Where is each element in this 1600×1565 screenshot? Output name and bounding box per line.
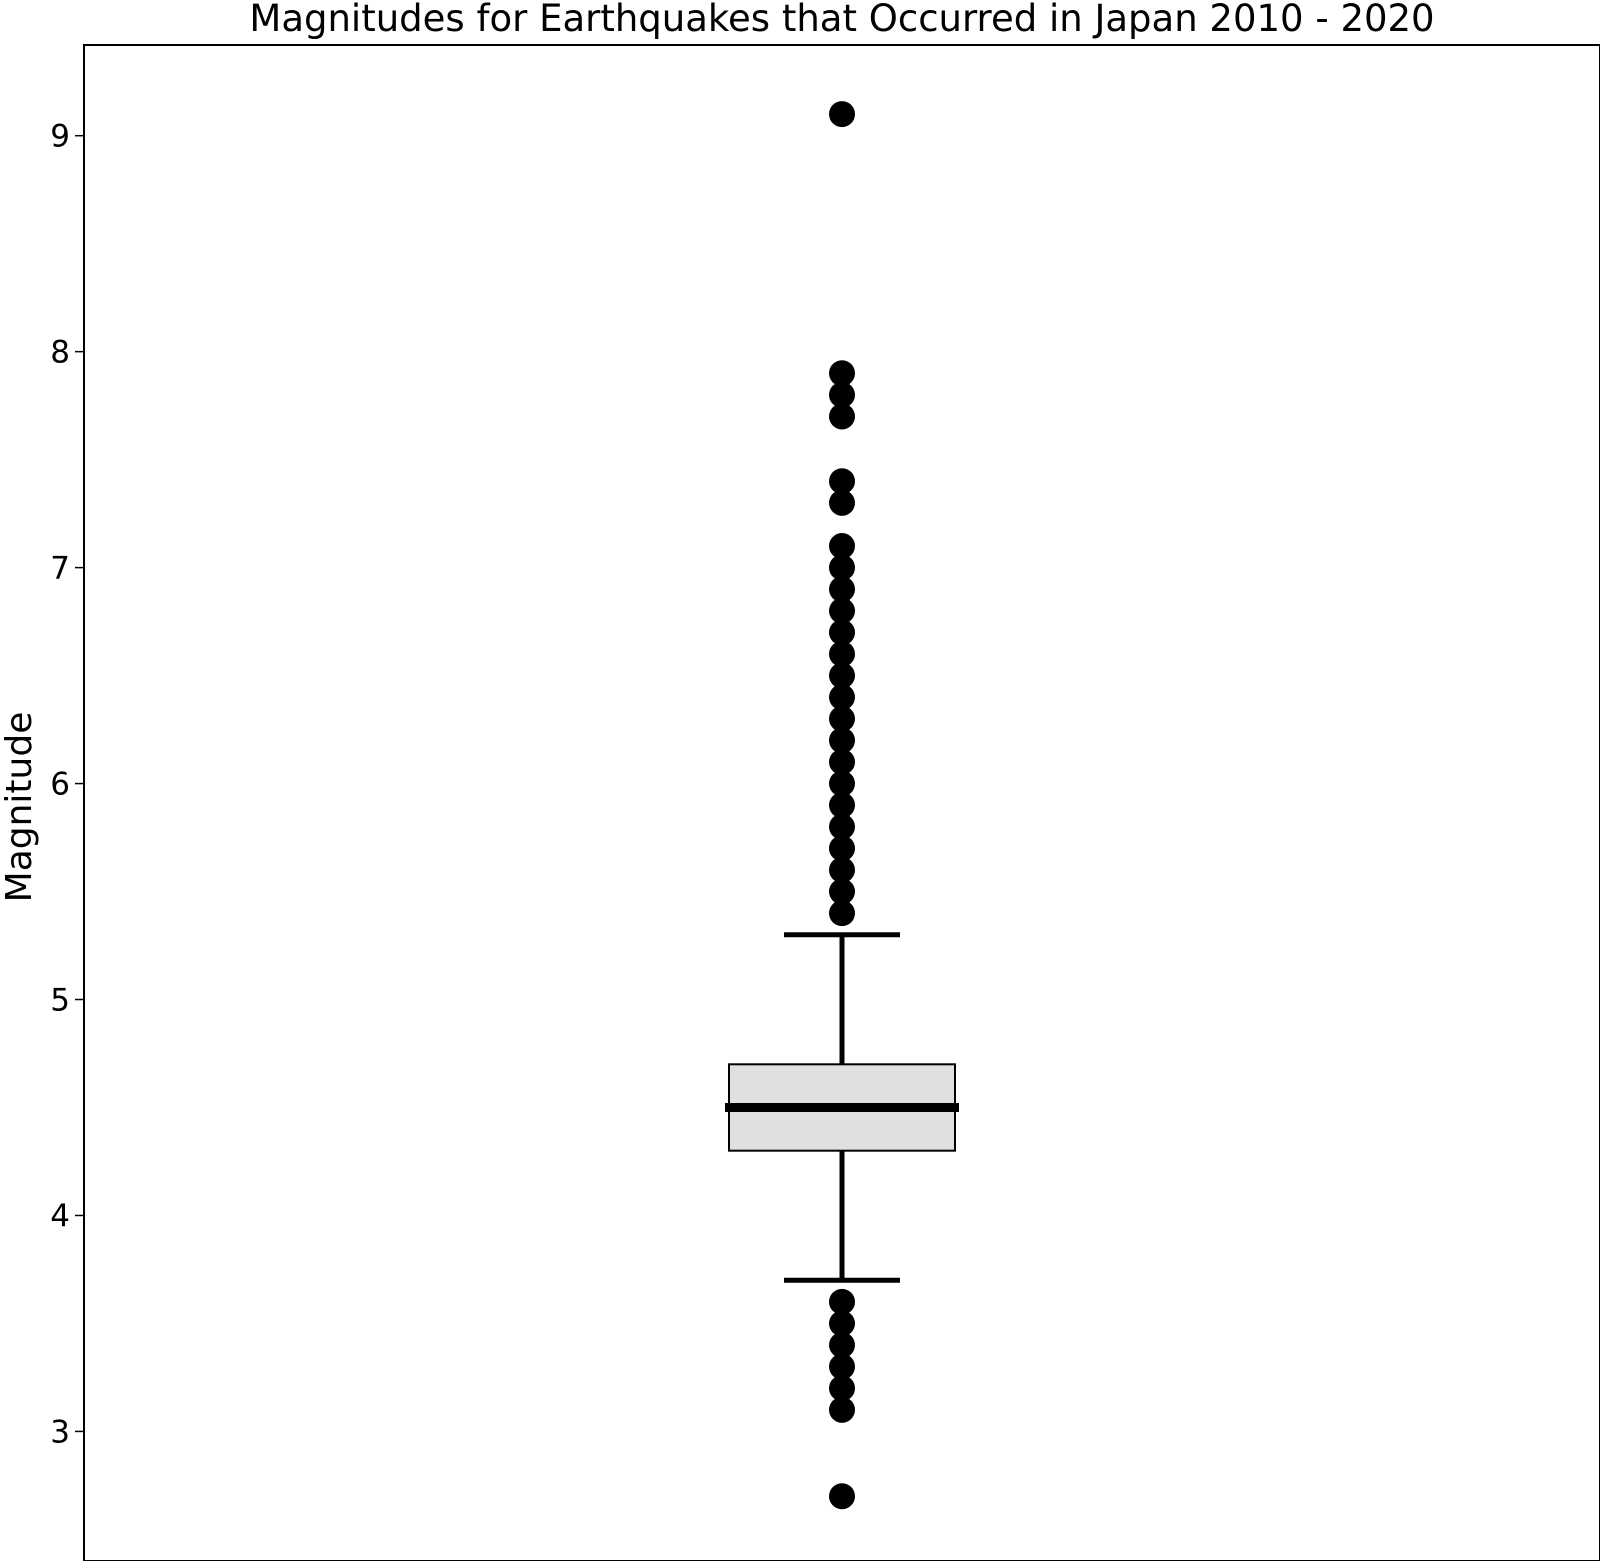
y-tick-label: 6: [50, 767, 70, 803]
outlier-point: [829, 468, 855, 495]
outlier-point: [829, 727, 855, 754]
outlier-point: [829, 533, 855, 560]
outlier-point: [829, 835, 855, 862]
outlier-point: [829, 748, 855, 775]
outlier-point: [829, 705, 855, 732]
outlier-point: [829, 792, 855, 819]
y-tick-label: 7: [50, 551, 70, 587]
outlier-point: [829, 684, 855, 711]
y-tick-label: 9: [50, 119, 70, 155]
y-tick-label: 5: [50, 983, 70, 1019]
y-axis-ticks: 3 4 5 6 7 8 9: [50, 119, 84, 1450]
y-tick-label: 3: [50, 1414, 70, 1450]
y-tick-label: 8: [50, 335, 70, 371]
outlier-point: [829, 597, 855, 624]
outlier-point: [829, 403, 855, 430]
outliers: [829, 101, 855, 1510]
outlier-point: [829, 856, 855, 883]
outlier-point: [829, 813, 855, 840]
outlier-point: [829, 1353, 855, 1380]
outlier-point: [829, 662, 855, 689]
outlier-point: [829, 1332, 855, 1359]
outlier-point: [829, 619, 855, 646]
outlier-point: [829, 576, 855, 603]
y-tick-label: 4: [50, 1198, 70, 1234]
outlier-point: [829, 554, 855, 581]
outlier-point: [829, 381, 855, 408]
outlier-point: [829, 1396, 855, 1423]
chart-title: Magnitudes for Earthquakes that Occurred…: [249, 0, 1434, 40]
outlier-point: [829, 900, 855, 927]
outlier-point: [829, 101, 855, 128]
outlier-point: [829, 640, 855, 667]
outlier-point: [829, 770, 855, 797]
outlier-point: [829, 1310, 855, 1337]
outlier-point: [829, 360, 855, 387]
outlier-point: [829, 878, 855, 905]
outlier-point: [829, 1375, 855, 1402]
whiskers: [784, 932, 900, 1283]
outlier-point: [829, 489, 855, 516]
outlier-point: [829, 1288, 855, 1315]
outlier-point: [829, 1483, 855, 1510]
y-axis-label: Magnitude: [0, 712, 40, 903]
box: [725, 1063, 959, 1152]
